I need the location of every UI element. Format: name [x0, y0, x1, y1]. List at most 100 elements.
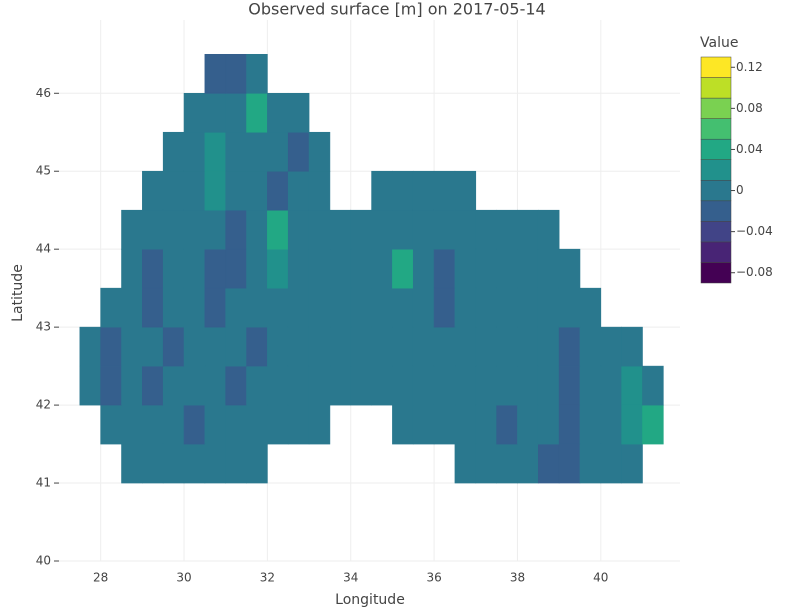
contour-cell: [225, 287, 247, 328]
y-tick-label: 44: [36, 242, 51, 256]
contour-cell: [350, 287, 372, 328]
contour-cell: [308, 365, 331, 406]
contour-cell: [537, 287, 560, 328]
contour-cell: [267, 209, 289, 250]
y-tick-label: 45: [36, 164, 51, 178]
contour-cell: [246, 209, 268, 250]
contour-cell: [246, 170, 268, 211]
chart-title: Observed surface [m] on 2017-05-14: [248, 0, 545, 19]
contour-cell: [246, 131, 268, 172]
contour-cell: [412, 287, 435, 328]
contour-cell: [433, 365, 456, 406]
contour-cell: [579, 443, 602, 484]
contour-cell: [433, 209, 456, 250]
contour-cell: [371, 287, 393, 328]
contour-cell: [517, 209, 539, 250]
contour-cell: [267, 326, 289, 367]
contour-cell: [600, 365, 622, 406]
contour-cell: [579, 287, 602, 328]
y-tick-label: 41: [36, 476, 51, 490]
contour-cell: [225, 170, 247, 211]
contour-cell: [329, 365, 352, 406]
contour-cell: [142, 404, 164, 445]
contour-cell: [246, 443, 268, 484]
contour-cell: [558, 326, 581, 367]
contour-cell: [329, 248, 352, 289]
contour-cell: [496, 287, 518, 328]
contour-cell: [225, 365, 247, 406]
y-tick-label: 46: [36, 86, 51, 100]
contour-cell: [246, 92, 268, 133]
contour-cell: [454, 326, 477, 367]
y-tick-label: 43: [36, 320, 51, 334]
contour-cell: [142, 209, 164, 250]
contour-cell: [537, 443, 560, 484]
contour-cell: [433, 248, 456, 289]
contour-cell: [537, 365, 560, 406]
contour-cell: [100, 287, 122, 328]
contour-cell: [454, 170, 477, 211]
contour-cell: [246, 287, 268, 328]
contour-cell: [392, 248, 414, 289]
contour-cell: [558, 365, 581, 406]
contour-cell: [433, 326, 456, 367]
y-tick-label: 40: [36, 554, 51, 568]
contour-cell: [433, 287, 456, 328]
contour-cell: [537, 326, 560, 367]
contour-cell: [517, 326, 539, 367]
contour-cell: [517, 248, 539, 289]
colorbar-tick-label: 0: [736, 183, 744, 197]
contour-cell: [162, 365, 185, 406]
contour-cell: [142, 326, 164, 367]
y-tick-label: 42: [36, 398, 51, 412]
contour-cell: [287, 248, 310, 289]
colorbar-band: [700, 138, 732, 160]
contour-cell: [162, 287, 185, 328]
contour-cell: [308, 209, 331, 250]
contour-cell: [496, 209, 518, 250]
contour-cell: [475, 443, 497, 484]
contour-cell: [621, 404, 643, 445]
contour-cell: [496, 404, 518, 445]
contour-cell: [392, 326, 414, 367]
colorbar-band: [700, 118, 732, 140]
contour-cell: [225, 326, 247, 367]
contour-cell: [412, 404, 435, 445]
contour-cell: [267, 404, 289, 445]
contour-cell: [267, 170, 289, 211]
contour-cell: [600, 404, 622, 445]
contour-cell: [183, 404, 206, 445]
contour-cell: [225, 443, 247, 484]
contour-cell: [204, 248, 227, 289]
contour-cell: [183, 131, 206, 172]
contour-cell: [537, 404, 560, 445]
contour-cell: [454, 443, 477, 484]
contour-cell: [79, 365, 101, 406]
contour-cell: [121, 404, 143, 445]
contour-cell: [142, 365, 164, 406]
colorbar-tick-label: 0.12: [736, 60, 763, 74]
contour-cell: [308, 248, 331, 289]
contour-cell: [204, 53, 227, 94]
contour-cell: [308, 170, 331, 211]
contour-cell: [225, 92, 247, 133]
contour-cell: [142, 170, 164, 211]
contour-cell: [496, 326, 518, 367]
contour-cell: [475, 209, 497, 250]
contour-cell: [267, 92, 289, 133]
contour-cell: [392, 170, 414, 211]
contour-cell: [246, 404, 268, 445]
contour-cell: [475, 365, 497, 406]
contour-cell: [183, 248, 206, 289]
contour-cell: [392, 287, 414, 328]
contour-cell: [558, 287, 581, 328]
contour-cell: [121, 248, 143, 289]
contour-cell: [204, 287, 227, 328]
colorbar-tick-label: 0.04: [736, 142, 763, 156]
contour-cell: [412, 365, 435, 406]
contour-cell: [433, 170, 456, 211]
contour-cell: [79, 326, 101, 367]
contour-cell: [558, 404, 581, 445]
contour-cell: [537, 248, 560, 289]
contour-cell: [371, 326, 393, 367]
